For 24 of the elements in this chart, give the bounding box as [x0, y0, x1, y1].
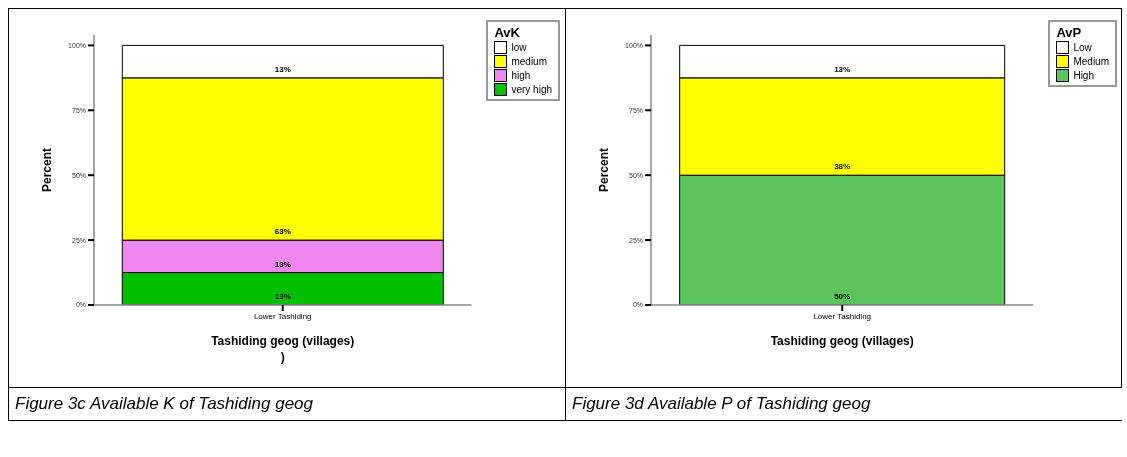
data-label: 13% — [274, 292, 291, 301]
x-tick-label: Lower Tashiding — [253, 311, 312, 321]
x-axis-title: Tashiding geog (villages) ) — [211, 334, 355, 364]
legend-label: High — [1073, 70, 1094, 81]
data-label: 13% — [274, 259, 291, 269]
y-axis-title: Percent — [40, 147, 55, 193]
data-label: 13% — [274, 64, 291, 74]
data-label: 13% — [834, 64, 851, 74]
legend-label: high — [511, 70, 531, 81]
legend-label: low — [511, 42, 527, 53]
caption: Figure 3d Available P of Tashiding geog — [566, 387, 1122, 420]
x-axis-title: Tashiding geog (villages) — [770, 334, 914, 348]
data-label: 63% — [274, 227, 291, 237]
data-label: 38% — [834, 162, 851, 172]
legend-title: AvK — [494, 25, 521, 40]
legend-label: very high — [511, 84, 552, 95]
data-label: 50% — [834, 292, 851, 301]
legend-title: AvP — [1056, 25, 1083, 40]
legend-label: Medium — [1073, 56, 1109, 67]
y-axis-title: Percent — [597, 147, 612, 193]
caption: Figure 3c Available K of Tashiding geog — [9, 387, 565, 420]
x-tick-label: Lower Tashiding — [813, 311, 872, 321]
legend-label: medium — [511, 56, 547, 67]
legend-label: Low — [1073, 42, 1092, 53]
